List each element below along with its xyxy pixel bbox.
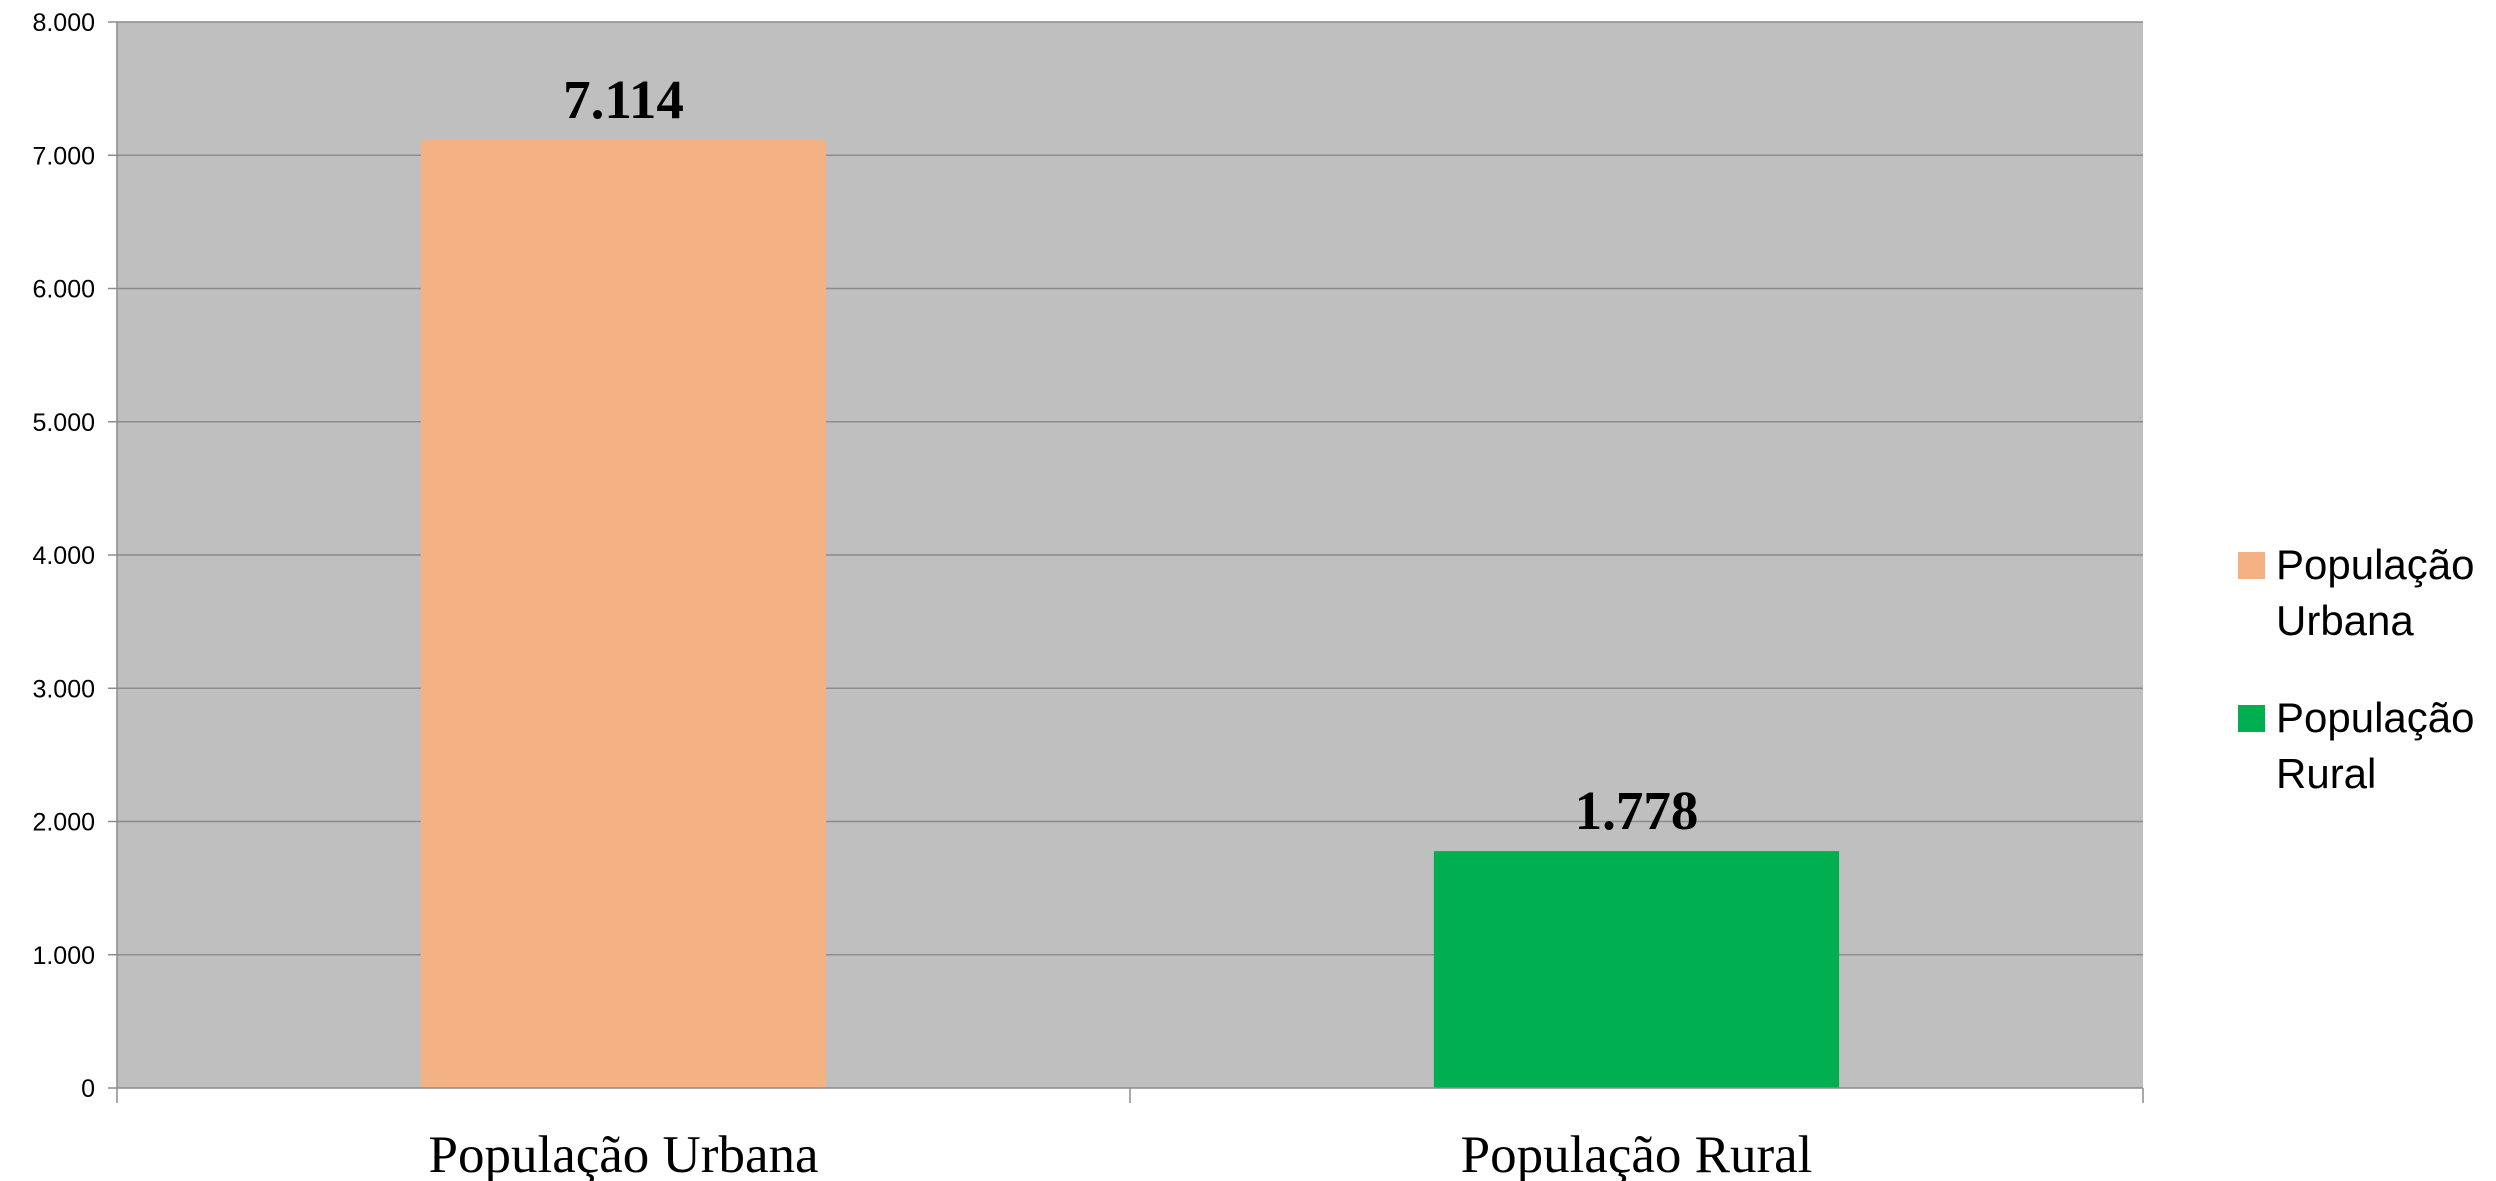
y-tick-label: 4.000 bbox=[32, 542, 95, 570]
legend-label: Urbana bbox=[2276, 597, 2414, 644]
y-tick-label: 6.000 bbox=[32, 276, 95, 304]
y-tick-label: 3.000 bbox=[32, 675, 95, 703]
x-category-label: População Rural bbox=[1461, 1126, 1813, 1181]
legend: População Urbana População Rural bbox=[2238, 541, 2475, 797]
bar bbox=[420, 140, 827, 1088]
data-labels: 7.114 1.778 bbox=[563, 69, 1698, 841]
x-category-label: População Urbana bbox=[429, 1126, 819, 1181]
y-tick-label: 1.000 bbox=[32, 942, 95, 970]
legend-label: População bbox=[2276, 694, 2475, 741]
y-tick-label: 0 bbox=[81, 1075, 95, 1103]
y-tick-label: 8.000 bbox=[32, 9, 95, 37]
legend-label: Rural bbox=[2276, 750, 2376, 797]
y-tick-label: 2.000 bbox=[32, 809, 95, 837]
y-tick-label: 5.000 bbox=[32, 409, 95, 437]
y-tick-label: 7.000 bbox=[32, 142, 95, 170]
legend-swatch bbox=[2238, 552, 2265, 579]
bar bbox=[1433, 851, 1840, 1088]
axes bbox=[108, 21, 2144, 1103]
legend-swatch bbox=[2238, 705, 2265, 732]
data-label: 1.778 bbox=[1575, 780, 1699, 841]
bars bbox=[420, 140, 1840, 1088]
data-label: 7.114 bbox=[563, 69, 684, 130]
y-axis-ticks: 0 1.000 2.000 3.000 4.000 5.000 6.000 7.000 8.00… bbox=[32, 9, 95, 1103]
x-axis-categories: População Urbana População Rural bbox=[429, 1126, 1813, 1181]
legend-label: População bbox=[2276, 541, 2475, 588]
